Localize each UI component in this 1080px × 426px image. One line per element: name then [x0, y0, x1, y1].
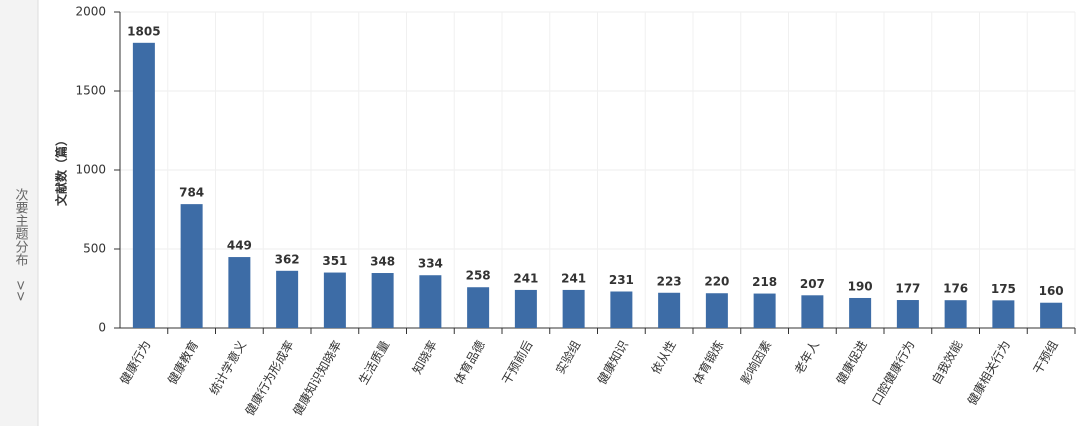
side-panel[interactable]	[0, 0, 38, 426]
x-tick-label: 健康教育	[164, 338, 201, 387]
bar	[658, 292, 681, 328]
bar	[323, 272, 346, 328]
value-label: 175	[991, 282, 1016, 296]
bar	[419, 275, 442, 328]
x-tick-label: 健康相关行为	[964, 338, 1013, 408]
x-tick-label: 老年人	[792, 338, 822, 376]
value-label: 1805	[127, 24, 160, 38]
bar	[276, 270, 299, 328]
value-label: 207	[800, 277, 825, 291]
x-tick-label: 影响因素	[737, 338, 774, 387]
bar	[371, 273, 394, 328]
value-label: 160	[1039, 284, 1064, 298]
side-panel-label[interactable]: 次要主题分布	[13, 187, 29, 267]
x-tick-label: 健康行为形成率	[242, 338, 297, 418]
bar	[849, 297, 872, 328]
x-tick-label: 依从性	[648, 338, 679, 377]
x-tick-label: 健康促进	[833, 338, 870, 387]
value-label: 190	[848, 279, 873, 293]
x-tick-label: 健康知识知晓率	[290, 338, 345, 418]
x-tick-label: 生活质量	[356, 338, 392, 387]
bar	[467, 287, 490, 328]
x-tick-label: 知晓率	[409, 338, 440, 377]
y-tick-label: 2000	[75, 5, 106, 19]
bar	[1040, 302, 1063, 328]
bar	[896, 300, 919, 328]
x-tick-label: 干预组	[1031, 338, 1061, 376]
value-label: 258	[466, 269, 491, 283]
value-label: 218	[752, 275, 777, 289]
x-tick-label: 健康知识	[594, 338, 631, 387]
bar	[180, 204, 203, 328]
side-panel-toggle[interactable]: >>	[13, 280, 28, 302]
y-tick-label: 1500	[75, 84, 106, 98]
value-label: 220	[704, 275, 729, 289]
value-label: 348	[370, 255, 395, 269]
x-tick-label: 体育品德	[451, 338, 488, 387]
x-tick-label: 统计学意义	[206, 338, 249, 397]
value-label: 176	[943, 282, 968, 296]
bar	[132, 42, 155, 329]
x-tick-label: 实验组	[552, 338, 583, 377]
value-label: 231	[609, 273, 634, 287]
bar	[705, 293, 728, 328]
value-label: 241	[561, 271, 586, 285]
value-label: 223	[657, 274, 682, 288]
x-tick-label: 干预前后	[499, 338, 536, 387]
bar	[753, 293, 776, 328]
y-tick-label: 1000	[75, 163, 106, 177]
y-tick-label: 500	[83, 242, 106, 256]
value-label: 177	[895, 282, 920, 296]
value-label: 334	[418, 257, 443, 271]
value-label: 362	[275, 252, 300, 266]
value-label: 241	[513, 271, 538, 285]
x-tick-label: 体育锻炼	[690, 338, 727, 387]
x-tick-label: 自我效能	[928, 338, 965, 387]
bar	[944, 300, 967, 328]
value-label: 784	[179, 186, 204, 200]
x-tick-label: 健康行为	[117, 338, 154, 387]
bar	[228, 257, 251, 328]
value-label: 449	[227, 239, 252, 253]
bar	[801, 295, 824, 328]
x-tick-label: 口腔健康行为	[869, 338, 918, 408]
bar	[992, 300, 1015, 328]
bar	[514, 289, 537, 328]
bar	[610, 291, 633, 328]
bar	[562, 289, 585, 328]
y-axis-title: 文献数（篇）	[54, 134, 69, 206]
value-label: 351	[322, 254, 347, 268]
y-tick-label: 0	[98, 321, 106, 335]
